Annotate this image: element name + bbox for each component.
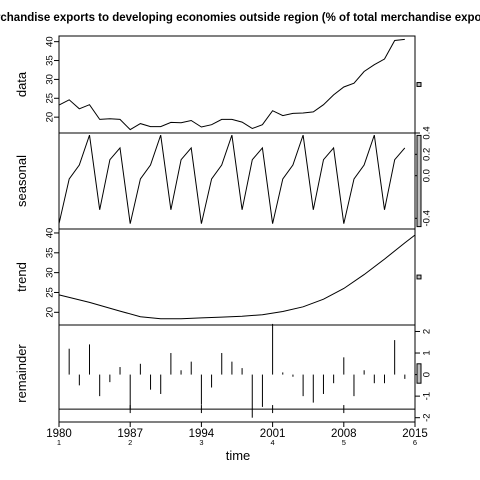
x-tick-label-1980: 1980 — [46, 428, 72, 440]
y-tick-label-seasonal-2: 0.2 — [421, 148, 432, 161]
y-tick-label-data-1: 25 — [44, 93, 55, 104]
panel-frame-remainder — [58, 324, 416, 423]
x-sub-label-1: 1 — [57, 438, 61, 447]
panel-label-seasonal: seasonal — [14, 155, 29, 207]
y-tick-label-data-2: 30 — [44, 74, 55, 85]
data-line — [58, 38, 405, 131]
x-sub-label-3: 3 — [199, 438, 203, 447]
y-tick-label-trend-0: 20 — [44, 307, 55, 318]
range-bar-remainder — [416, 363, 422, 384]
y-tick-label-trend-3: 35 — [44, 248, 55, 259]
panels-group: data2025303540seasonal-0.40.00.20.4trend… — [14, 35, 432, 423]
panel-remainder: remainder -2 -1 0 1 2 — [14, 323, 432, 423]
x-axis-title: time — [226, 448, 251, 463]
chart-title: Merchandise exports to developing econom… — [0, 12, 480, 24]
panel-frame-seasonal — [58, 132, 416, 230]
x-tick-label-2008: 2008 — [331, 428, 357, 440]
x-sub-label-5: 5 — [342, 438, 346, 447]
y-tick-label-data-3: 35 — [44, 55, 55, 66]
x-sub-label-2: 2 — [128, 438, 132, 447]
range-bar-seasonal — [416, 134, 422, 228]
x-tick-label-1994: 1994 — [189, 428, 215, 440]
range-bar-trend — [416, 274, 422, 280]
seasonal-line — [58, 134, 406, 224]
y-tick-label-remainder-0: -2 — [421, 413, 432, 421]
y-tick-label-seasonal-1: 0.0 — [421, 169, 432, 182]
x-tick-label-2015: 2015 — [402, 428, 428, 440]
y-tick-label-remainder-1: -1 — [421, 392, 432, 400]
panel-data: data 20 25 30 35 40 — [14, 35, 422, 134]
panel-seasonal: seasonal -0.4 0.0 0.2 0.4 — [14, 126, 432, 230]
y-tick-label-seasonal-3: 0.4 — [421, 126, 432, 139]
y-tick-label-remainder-2: 0 — [421, 372, 432, 377]
y-tick-label-data-0: 20 — [44, 112, 55, 123]
y-tick-label-trend-1: 25 — [44, 287, 55, 298]
y-tick-label-seasonal-0: -0.4 — [421, 210, 432, 226]
panel-label-trend: trend — [14, 262, 29, 292]
range-bar-data — [416, 82, 422, 87]
trend-line — [58, 234, 416, 320]
panel-trend: trend 20 25 30 35 40 — [14, 228, 422, 326]
x-sub-label-6: 6 — [413, 438, 417, 447]
y-tick-label-trend-4: 40 — [44, 228, 55, 239]
x-tick-label-1987: 1987 — [117, 428, 143, 440]
panel-label-remainder: remainder — [14, 344, 29, 403]
y-tick-label-remainder-3: 1 — [421, 350, 432, 355]
panel-label-data: data — [14, 71, 29, 97]
x-tick-label-2001: 2001 — [260, 428, 286, 440]
y-tick-label-remainder-4: 2 — [421, 329, 432, 334]
x-sub-label-4: 4 — [271, 438, 275, 447]
panel-frame-trend — [58, 228, 416, 326]
y-tick-label-data-4: 40 — [44, 36, 55, 47]
y-tick-label-trend-2: 30 — [44, 267, 55, 278]
